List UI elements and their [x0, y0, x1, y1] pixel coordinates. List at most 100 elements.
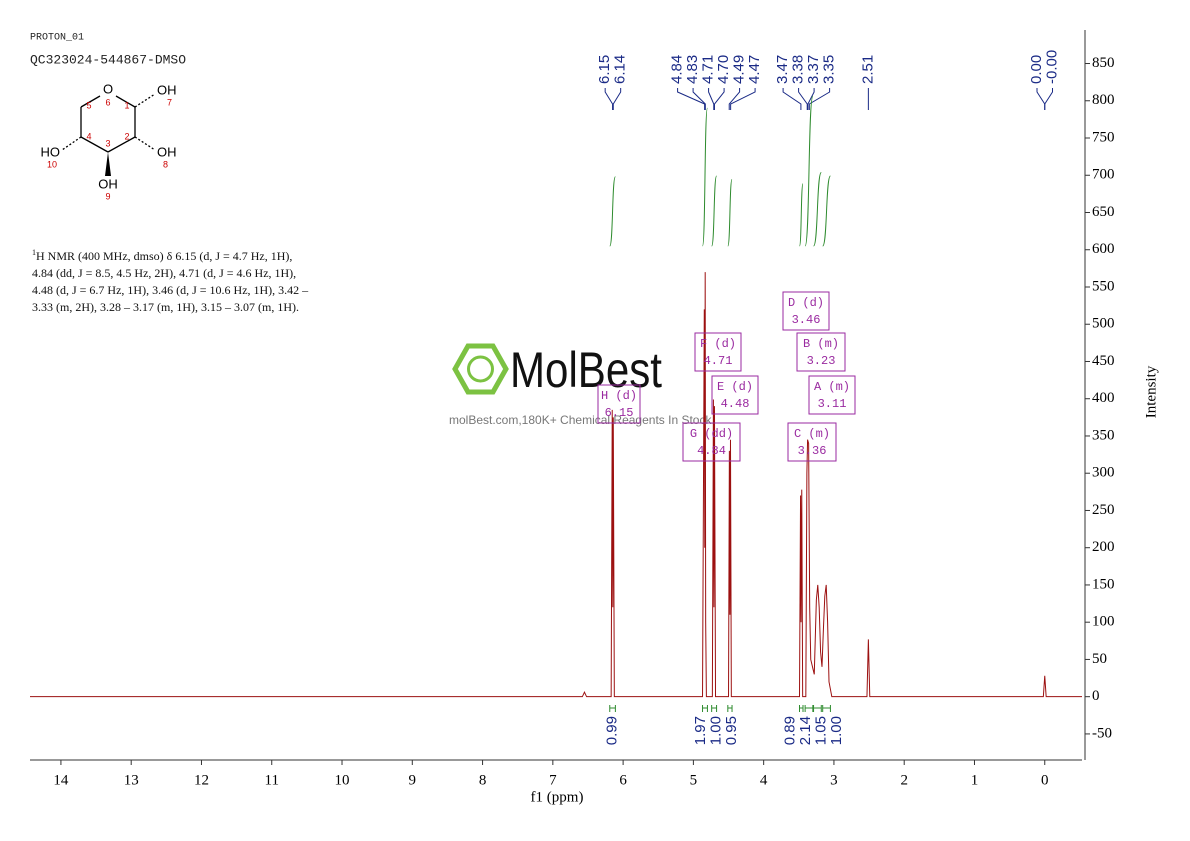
peak-connector [677, 88, 706, 110]
x-tick-label: 13 [124, 772, 139, 788]
peak-label: 6.15 [596, 55, 613, 84]
peak-connector [713, 88, 725, 110]
atom-number: 3 [105, 138, 110, 148]
integral-bracket [798, 705, 804, 712]
multiplet-shift: 3.36 [798, 444, 827, 458]
y-tick-label: 450 [1092, 353, 1115, 369]
y-tick-label: 750 [1092, 129, 1115, 145]
experiment-name: PROTON_01 [30, 33, 84, 44]
nmr-description: 1H NMR (400 MHz, dmso) δ 6.15 (d, J = 4.… [32, 244, 312, 316]
integral-label: 0.89 [781, 716, 798, 745]
atom-number: 4 [86, 131, 91, 141]
x-tick-label: 11 [265, 772, 279, 788]
x-tick-label: 14 [53, 772, 69, 788]
x-tick-label: 6 [619, 772, 627, 788]
y-tick-label: 300 [1092, 465, 1115, 481]
peak-connector [807, 88, 815, 110]
x-tick-label: 3 [830, 772, 838, 788]
peak-label: 3.38 [790, 55, 807, 84]
integral-curve [727, 179, 733, 247]
peak-connector [1036, 88, 1046, 110]
multiplet-box [597, 384, 641, 424]
integral-curve [813, 172, 822, 247]
atom-label: O [103, 81, 113, 96]
multiplet-shift: 3.46 [792, 313, 821, 327]
watermark-logo-ring [467, 355, 494, 383]
y-tick-label: 650 [1092, 204, 1115, 220]
x-tick-label: 4 [760, 772, 768, 788]
watermark-brand: MolBest [510, 342, 662, 398]
superscript: 1 [32, 248, 36, 257]
x-tick-label: 10 [335, 772, 350, 788]
peak-connector [782, 88, 802, 110]
multiplet-box [682, 422, 741, 462]
x-tick-label: 2 [900, 772, 908, 788]
multiplet-label: C (m) [794, 427, 830, 441]
integral-bracket [727, 705, 733, 712]
integral-curve [609, 176, 616, 247]
y-tick-label: 50 [1092, 651, 1107, 667]
watermark: MolBest molBest.com,180K+ Chemical Reage… [449, 342, 715, 427]
integral-curve [702, 107, 708, 247]
atom-label: OH [157, 144, 177, 159]
structure-bonds [61, 93, 156, 176]
integral-label: 1.00 [707, 716, 724, 745]
peak-label: 3.37 [805, 55, 822, 84]
atom-label: OH [157, 82, 177, 97]
x-tick-label: 8 [479, 772, 487, 788]
multiplet-label: B (m) [803, 337, 839, 351]
multiplet-label: H (d) [601, 389, 637, 403]
y-tick-label: 250 [1092, 502, 1115, 518]
multiplet-shift: 4.48 [721, 397, 750, 411]
atom-label: HO [41, 144, 61, 159]
peak-connector [728, 88, 741, 110]
peak-label: 4.71 [700, 55, 717, 84]
peak-label: 4.49 [731, 55, 748, 84]
integral-curve [711, 175, 718, 247]
y-tick-label: 350 [1092, 427, 1115, 443]
multiplet-label: G (dd) [690, 427, 733, 441]
x-tick-label: 1 [971, 772, 979, 788]
integral-label: 0.99 [604, 716, 621, 745]
peak-connector [604, 88, 614, 110]
peak-label: 2.51 [859, 55, 876, 84]
x-tick-label: 5 [690, 772, 698, 788]
watermark-tagline: molBest.com,180K+ Chemical Reagents In S… [449, 413, 715, 427]
peak-connector [708, 88, 715, 110]
peak-label: 4.83 [684, 55, 701, 84]
structure-labels: O 6 1 OH 7 5 2 4 3 HO 10 OH 8 OH 9 [41, 81, 177, 201]
y-tick-label: 850 [1092, 55, 1115, 71]
spectrum-line [30, 272, 1082, 698]
atom-number: 6 [105, 97, 110, 107]
y-tick-label: 0 [1092, 688, 1100, 704]
multiplet-shift: 4.84 [697, 444, 726, 458]
integral-label: 0.95 [723, 716, 740, 745]
integral-bracket [813, 705, 822, 712]
integral-bracket [804, 705, 814, 712]
multiplet-box [694, 332, 742, 372]
peak-label: 4.70 [715, 55, 732, 84]
peak-label: 6.14 [612, 55, 629, 84]
peak-connector [612, 88, 622, 110]
y-tick-label: -50 [1092, 725, 1112, 741]
x-axis-title: f1 (ppm) [531, 789, 584, 805]
multiplet-label: A (m) [814, 380, 850, 394]
multiplet-shift: 3.11 [818, 397, 847, 411]
peak-label: -0.00 [1043, 50, 1060, 84]
multiplet-shift: 6.15 [605, 406, 634, 420]
y-tick-label: 700 [1092, 167, 1115, 183]
peak-connector [692, 88, 706, 110]
y-tick-label: 400 [1092, 390, 1115, 406]
multiplet-shift: 4.71 [704, 354, 733, 368]
integral-bracket [822, 705, 831, 712]
integral-bracket [711, 705, 718, 712]
peak-label: 4.47 [746, 55, 763, 84]
integral-label: 1.00 [828, 716, 845, 745]
integral-label: 1.97 [692, 716, 709, 745]
peak-label: 3.35 [821, 55, 838, 84]
peak-connector [1044, 88, 1053, 110]
multiplet-box [796, 332, 846, 372]
peak-connector [730, 88, 756, 110]
